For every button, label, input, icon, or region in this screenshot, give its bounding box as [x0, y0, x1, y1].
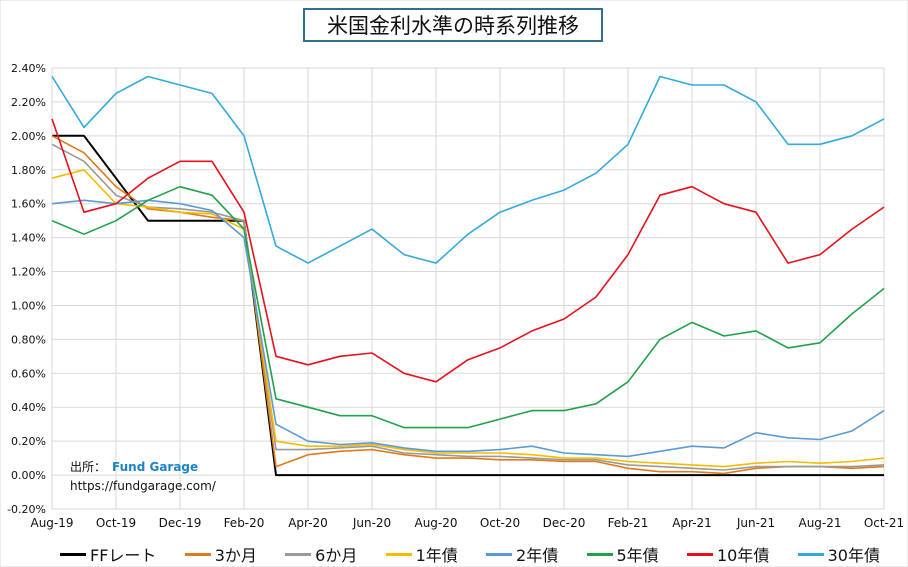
- legend-label: 1年債: [415, 546, 458, 565]
- x-tick-label: Feb-20: [224, 516, 265, 530]
- legend-label: 5年債: [616, 546, 659, 565]
- series-line: [51, 199, 885, 458]
- x-tick-label: Oct-21: [864, 516, 904, 530]
- series-line: [51, 118, 885, 383]
- legend-label: 2年債: [516, 546, 559, 565]
- chart-title-text: 米国金利水準の時系列推移: [327, 14, 579, 38]
- source-name: Fund Garage: [112, 460, 199, 474]
- legend-item: 6か月: [285, 542, 357, 566]
- x-tick-label: Dec-20: [543, 516, 586, 530]
- y-tick-label: 0.40%: [11, 401, 46, 414]
- legend-item: 10年債: [686, 542, 770, 566]
- x-tick-label: Aug-20: [414, 516, 457, 530]
- x-tick-label: Apr-20: [288, 516, 328, 530]
- legend-label: 6か月: [315, 546, 358, 565]
- legend-item: 2年債: [486, 542, 558, 566]
- legend-label: 3か月: [214, 546, 257, 565]
- legend-label: FFレート: [90, 546, 157, 565]
- series-line: [51, 135, 885, 475]
- x-tick-label: Jun-20: [352, 516, 391, 530]
- series-line: [52, 134, 884, 477]
- legend: FFレート 3か月 6か月 1年債 2年債 5年債 10年債 30年債: [60, 542, 880, 566]
- legend-swatch: [797, 552, 824, 556]
- x-tick-label: Feb-21: [608, 516, 649, 530]
- x-tick-label: Dec-19: [159, 516, 202, 530]
- y-tick-label: 2.40%: [11, 62, 46, 75]
- legend-label: 10年債: [716, 546, 770, 565]
- gridlines: [51, 67, 885, 510]
- y-tick-label: 1.20%: [11, 266, 46, 279]
- legend-swatch: [586, 552, 613, 556]
- source-url: https://fundgarage.com/: [70, 479, 216, 493]
- legend-swatch: [184, 552, 211, 556]
- legend-label: 30年債: [827, 546, 880, 565]
- y-tick-label: 1.80%: [11, 164, 46, 177]
- series-line: [51, 185, 885, 429]
- legend-item: 5年債: [586, 542, 659, 566]
- y-tick-label: 0.60%: [11, 367, 46, 380]
- x-tick-label: Apr-21: [672, 516, 712, 530]
- y-tick-label: 2.00%: [11, 130, 46, 143]
- series-line: [51, 169, 885, 468]
- legend-swatch: [385, 552, 412, 556]
- y-tick-label: 1.40%: [11, 232, 46, 245]
- x-tick-label: Aug-21: [798, 516, 841, 530]
- y-tick-label: 1.60%: [11, 198, 46, 211]
- legend-swatch: [686, 552, 713, 556]
- y-tick-label: 0.20%: [11, 435, 46, 448]
- source-note: 出所： Fund Garage: [70, 458, 198, 475]
- legend-item: 30年債: [797, 542, 880, 566]
- y-tick-label: 0.00%: [11, 469, 46, 482]
- x-tick-label: Aug-19: [30, 516, 73, 530]
- chart-title: 米国金利水準の時系列推移: [303, 8, 603, 42]
- x-tick-label: Oct-20: [480, 516, 520, 530]
- x-tick-labels: Aug-19 Oct-19 Dec-19 Feb-20 Apr-20 Jun-20 Aug-…: [30, 516, 904, 530]
- series-line: [51, 143, 885, 471]
- legend-swatch: [285, 552, 312, 556]
- y-tick-label: 0.80%: [11, 333, 46, 346]
- y-tick-label: 2.20%: [11, 96, 46, 109]
- legend-swatch: [486, 552, 513, 556]
- legend-item: FFレート: [60, 542, 156, 566]
- y-tick-label: 1.00%: [11, 299, 46, 312]
- x-tick-label: Oct-19: [96, 516, 136, 530]
- legend-swatch: [60, 552, 86, 556]
- series-lines: [51, 75, 885, 477]
- legend-item: 1年債: [385, 542, 458, 566]
- x-tick-label: Jun-21: [736, 516, 775, 530]
- legend-item: 3か月: [184, 542, 257, 566]
- y-tick-labels: -0.20% 0.00% 0.20% 0.40% 0.60% 0.80% 1.00% 1.20…: [7, 62, 46, 516]
- series-line: [51, 75, 885, 264]
- source-label: 出所：: [70, 460, 107, 474]
- y-tick-label: -0.20%: [7, 503, 46, 516]
